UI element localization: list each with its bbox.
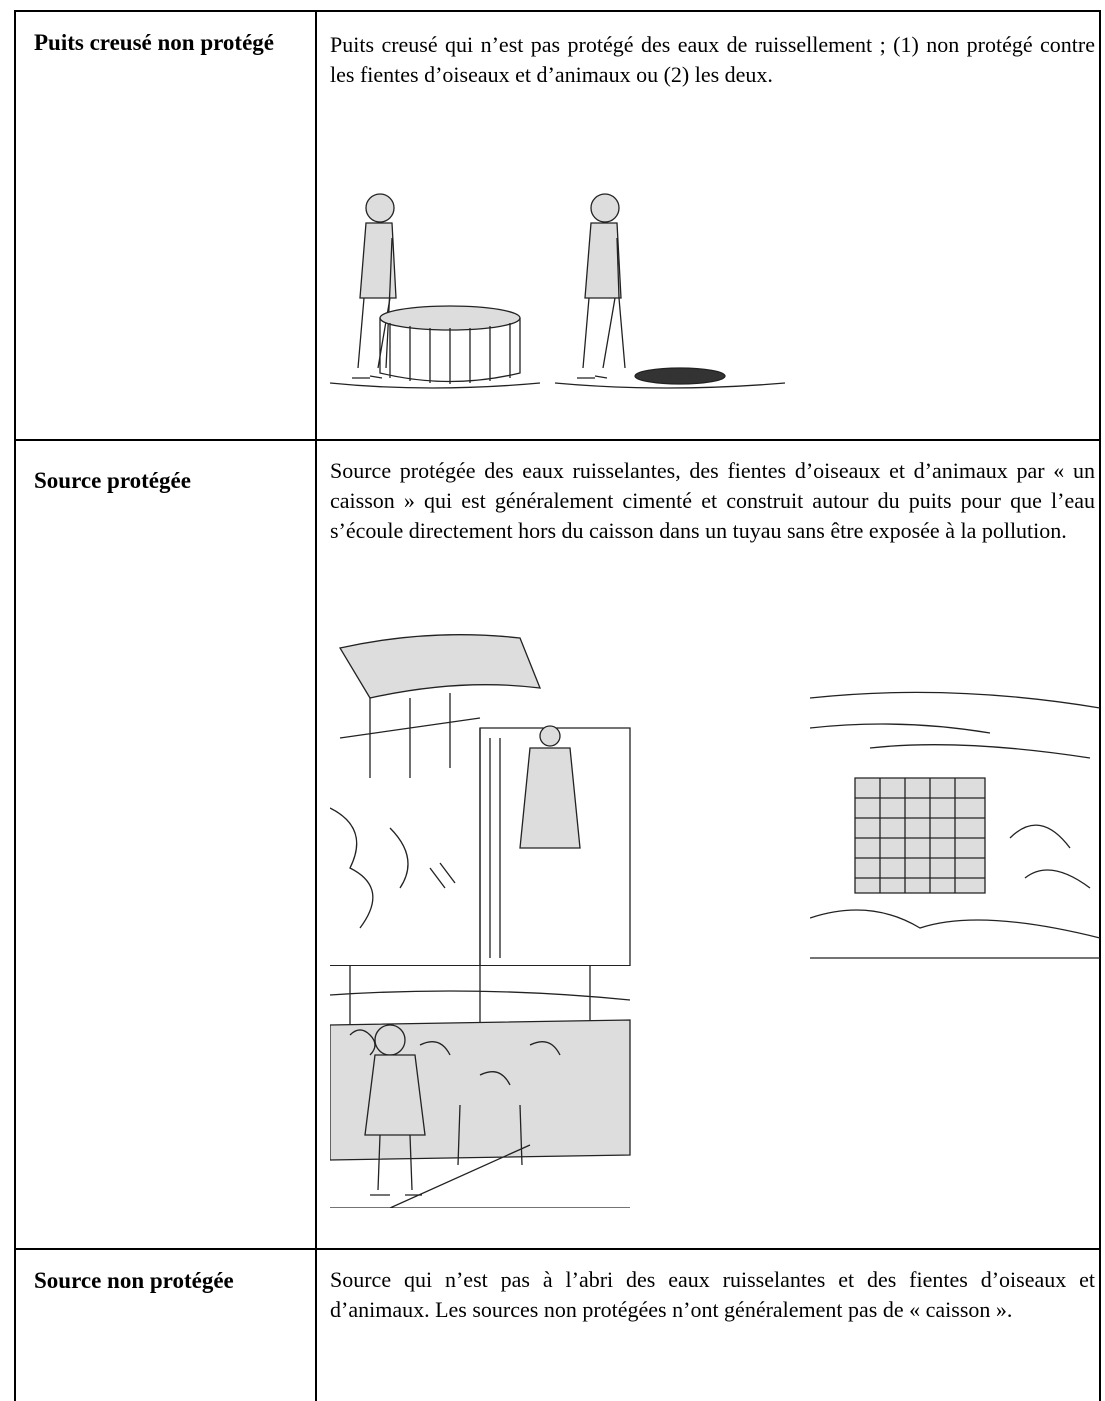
description: Source qui n’est pas à l’abri des eaux r… xyxy=(330,1267,1095,1322)
sketch-stroke xyxy=(330,965,631,1035)
sketch-stroke xyxy=(338,634,542,699)
sketch-stroke xyxy=(379,305,521,331)
sketch-stroke xyxy=(810,691,1100,759)
border xyxy=(14,10,16,1401)
sketch-stroke xyxy=(374,1024,406,1056)
sketch-stroke xyxy=(479,728,501,966)
sketch-stroke xyxy=(457,1104,523,1166)
term: Source non protégée xyxy=(34,1268,234,1293)
border xyxy=(1099,10,1101,1401)
sketch-stroke xyxy=(577,297,616,379)
sketch-stroke xyxy=(349,1029,561,1086)
sketch-stroke xyxy=(370,1134,422,1196)
sketch-stroke xyxy=(330,382,541,389)
sketch-stroke xyxy=(429,862,456,889)
sketch-stroke xyxy=(339,693,481,778)
sketch-stroke xyxy=(359,222,397,299)
border xyxy=(315,10,317,1401)
sketch-stroke xyxy=(854,777,986,894)
sketch-stroke xyxy=(584,222,622,299)
sketch-stroke xyxy=(539,725,561,747)
sketch-stroke xyxy=(330,807,409,929)
sketch-stroke xyxy=(364,1054,426,1136)
sketch-stroke xyxy=(1009,824,1091,889)
illustration-spring-box-2 xyxy=(810,691,1100,959)
sketch-stroke xyxy=(616,237,626,369)
sketch-stroke xyxy=(519,747,581,849)
sketch-stroke xyxy=(385,237,393,369)
sketch-stroke xyxy=(330,1144,630,1208)
sketch-stroke xyxy=(389,323,511,384)
border xyxy=(14,439,1101,441)
border xyxy=(14,1248,1101,1250)
illustration-wells xyxy=(330,193,786,389)
term: Puits creusé non protégé xyxy=(34,30,274,55)
sketch-stroke xyxy=(855,797,985,879)
sketch-stroke xyxy=(810,909,1100,959)
description: Source protégée des eaux ruisselantes, d… xyxy=(330,458,1095,543)
sketch-stroke xyxy=(554,193,786,389)
illustration-spring-box xyxy=(330,634,631,966)
sketch-stroke xyxy=(352,297,391,379)
sketch-stroke xyxy=(590,193,620,223)
sketch-stroke xyxy=(879,778,956,893)
description: Puits creusé qui n’est pas protégé des e… xyxy=(330,32,1095,87)
sketch-stroke xyxy=(634,367,726,385)
sketch-stroke xyxy=(554,382,786,389)
border xyxy=(14,10,1101,12)
term: Source protégée xyxy=(34,468,191,493)
sketch-stroke xyxy=(330,193,541,389)
sketch-stroke xyxy=(365,193,395,223)
illustration-spring-woman xyxy=(330,965,631,1208)
